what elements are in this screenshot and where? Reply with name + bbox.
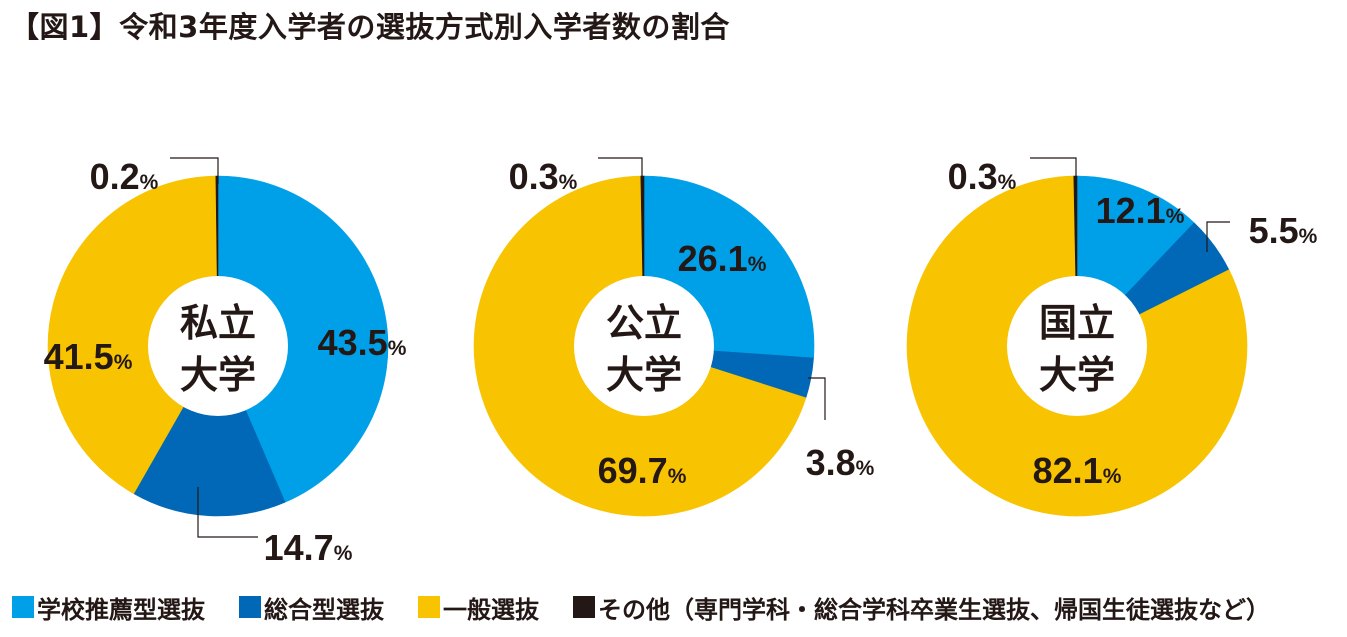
pie-center-label: 大学	[1039, 353, 1115, 397]
pie-slice-comprehensive	[133, 345, 286, 517]
legend-swatch	[239, 596, 261, 618]
pie-center-hole	[1007, 276, 1147, 416]
data-label-other: 0.2%	[90, 156, 159, 197]
pie-center-hole	[148, 276, 288, 416]
data-label-general: 82.1%	[1033, 450, 1122, 491]
legend: 学校推薦型選抜 総合型選抜 一般選抜 その他（専門学科・総合学科卒業生選抜、帰国…	[12, 589, 1270, 625]
legend-label: 学校推薦型選抜	[37, 595, 205, 624]
data-label-comprehensive: 5.5%	[1249, 210, 1318, 251]
pie-slice-general	[47, 175, 219, 495]
legend-label: 総合型選抜	[264, 595, 384, 624]
leader-line	[808, 377, 826, 420]
pie-center-label: 大学	[606, 353, 682, 397]
data-label-comprehensive: 3.8%	[806, 442, 875, 483]
leader-line	[1030, 157, 1077, 184]
leader-line	[1206, 221, 1230, 252]
data-label-other: 0.3%	[509, 156, 578, 197]
data-label-other: 0.3%	[948, 156, 1017, 197]
legend-swatch	[573, 596, 595, 618]
pie-center-label: 私立	[180, 301, 256, 345]
pie-center-hole	[574, 276, 714, 416]
legend-label: その他（専門学科・総合学科卒業生選抜、帰国生徒選抜など）	[598, 595, 1270, 624]
leader-line	[197, 487, 258, 538]
pie-center-label: 公立	[606, 301, 682, 345]
data-label-general: 69.7%	[598, 450, 687, 491]
data-label-school-recommendation: 43.5%	[318, 322, 407, 363]
data-label-comprehensive: 14.7%	[264, 527, 353, 568]
legend-label: 一般選抜	[443, 595, 539, 624]
legend-swatch	[12, 596, 34, 618]
data-label-school-recommendation: 12.1%	[1096, 190, 1185, 231]
data-label-school-recommendation: 26.1%	[678, 238, 767, 279]
leader-line	[170, 157, 219, 184]
pie-center-label: 国立	[1039, 301, 1115, 345]
chart-title: 【図1】令和3年度入学者の選抜方式別入学者数の割合	[10, 10, 730, 44]
pie-slice-school-recommendation	[217, 175, 389, 503]
legend-item-comprehensive: 総合型選抜	[239, 590, 384, 625]
legend-item-other: その他（専門学科・総合学科卒業生選抜、帰国生徒選抜など）	[573, 590, 1270, 625]
legend-swatch	[418, 596, 440, 618]
data-label-general: 41.5%	[44, 336, 133, 377]
legend-item-general: 一般選抜	[418, 590, 539, 625]
legend-item-school-recommendation: 学校推薦型選抜	[12, 590, 205, 625]
leader-line	[598, 157, 643, 184]
pie-center-label: 大学	[180, 353, 256, 397]
